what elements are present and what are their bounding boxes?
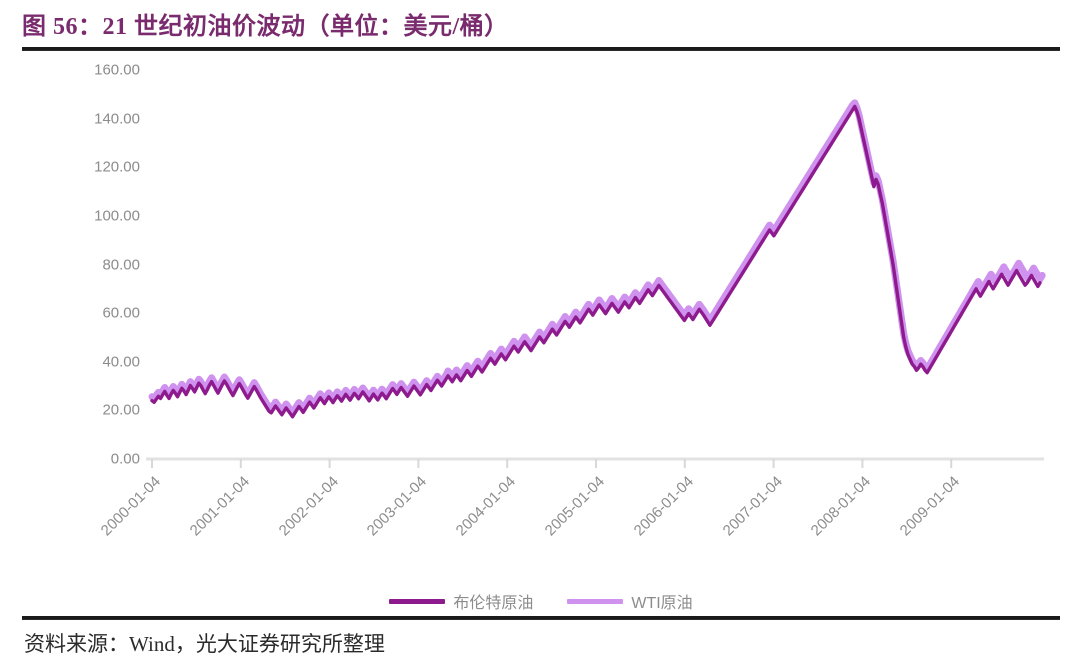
y-axis-tick-label: 120.00 (94, 158, 140, 176)
oil-price-line-chart (146, 99, 1046, 468)
series-line-brent (150, 104, 1042, 419)
legend-label: 布伦特原油 (453, 595, 534, 612)
y-axis-tick-label: 60.00 (102, 304, 140, 322)
y-axis-tick-label: 80.00 (102, 256, 140, 273)
legend-label: WTI原油 (631, 595, 693, 612)
chart-area: 0.00 20.00 40.00 60.00 80.00 100.00 120.00 140.… (22, 52, 1060, 612)
y-axis-tick-label: 40.00 (102, 353, 140, 371)
legend-color-swatch (389, 598, 446, 604)
y-axis-tick-label: 160.00 (94, 61, 140, 79)
y-axis-tick-label: 20.00 (102, 401, 140, 419)
y-axis-tick-label: 100.00 (94, 207, 140, 225)
source-divider-bottom (22, 616, 1060, 620)
source-note: 资料来源：Wind，光大证券研究所整理 (24, 632, 385, 656)
y-axis-tick-label: 140.00 (94, 110, 140, 128)
y-axis-tick-label: 0.00 (110, 450, 140, 468)
figure-title: 图 56：21 世纪初油价波动（单位：美元/桶） (22, 14, 509, 40)
legend-item[interactable]: WTI原油 (567, 589, 693, 613)
legend-color-swatch (567, 598, 624, 604)
chart-legend: 布伦特原油 WTI原油 (22, 589, 1060, 613)
legend-item[interactable]: 布伦特原油 (389, 589, 533, 613)
title-divider-top (22, 47, 1060, 51)
series-line-wti (148, 99, 1046, 417)
